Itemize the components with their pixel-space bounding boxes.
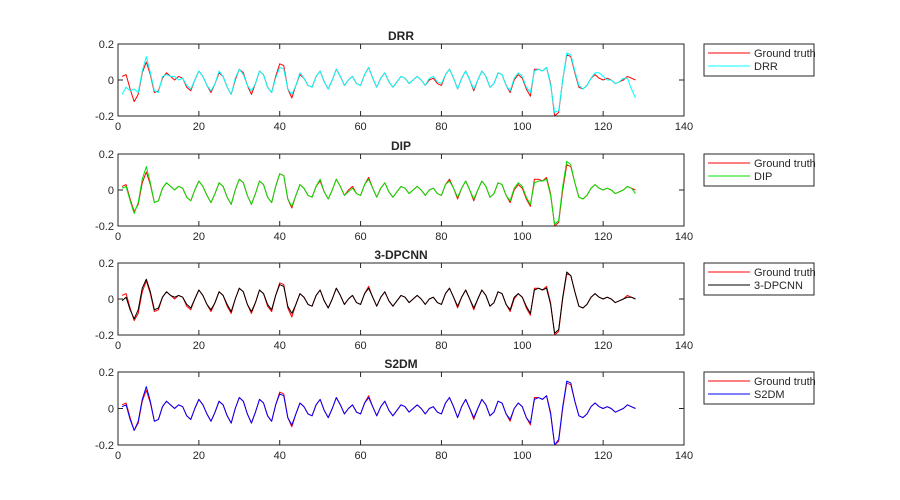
y-tick-label: 0 xyxy=(108,75,114,87)
subplot-title: DRR xyxy=(388,29,414,43)
y-tick-label: 0.2 xyxy=(99,39,114,51)
legend-box xyxy=(703,153,815,187)
series-line-prediction xyxy=(121,380,636,446)
plot-area xyxy=(118,263,684,335)
x-tick-label: 40 xyxy=(274,450,286,462)
plot-area xyxy=(118,44,684,116)
x-tick-label: 40 xyxy=(274,340,286,352)
x-tick-label: 80 xyxy=(435,231,447,243)
x-tick-label: 140 xyxy=(675,121,693,133)
x-tick-label: 60 xyxy=(354,231,366,243)
x-tick-label: 0 xyxy=(115,231,121,243)
series-line-prediction xyxy=(121,160,636,225)
x-tick-label: 120 xyxy=(594,340,612,352)
legend-label: Ground truth xyxy=(754,48,816,60)
x-tick-label: 0 xyxy=(115,450,121,462)
x-tick-label: 100 xyxy=(513,450,531,462)
x-tick-label: 20 xyxy=(193,231,205,243)
plot-area xyxy=(118,372,684,445)
y-tick-label: 0 xyxy=(108,185,114,197)
y-tick-label: -0.2 xyxy=(95,111,114,123)
subplot-3: 3-DPCNN 0 20 40 60 80 100 120 140-0.200.2Ground… xyxy=(95,248,816,352)
x-tick-label: 140 xyxy=(675,450,693,462)
plot-area xyxy=(118,154,684,226)
y-tick-label: 0.2 xyxy=(99,367,114,379)
x-tick-label: 0 xyxy=(115,340,121,352)
legend-label: 3-DPCNN xyxy=(754,280,803,292)
legend-box xyxy=(703,43,815,77)
y-tick-label: 0.2 xyxy=(99,149,114,161)
x-tick-label: 80 xyxy=(435,450,447,462)
x-tick-label: 100 xyxy=(513,231,531,243)
x-tick-label: 120 xyxy=(594,231,612,243)
x-tick-label: 80 xyxy=(435,340,447,352)
series-line-prediction xyxy=(121,52,636,113)
legend-box xyxy=(703,262,815,296)
subplot-title: 3-DPCNN xyxy=(374,248,427,262)
legend-label: Ground truth xyxy=(754,158,816,170)
x-tick-label: 140 xyxy=(675,231,693,243)
y-tick-label: -0.2 xyxy=(95,330,114,342)
x-tick-label: 60 xyxy=(354,121,366,133)
legend-label: Ground truth xyxy=(754,267,816,279)
x-tick-label: 20 xyxy=(193,121,205,133)
y-tick-label: -0.2 xyxy=(95,440,114,452)
legend-box xyxy=(703,371,815,405)
y-tick-label: 0 xyxy=(108,294,114,306)
x-tick-label: 20 xyxy=(193,340,205,352)
x-tick-label: 120 xyxy=(594,121,612,133)
legend-label: DRR xyxy=(754,61,778,73)
x-tick-label: 0 xyxy=(115,121,121,133)
x-tick-label: 120 xyxy=(594,450,612,462)
x-tick-label: 60 xyxy=(354,340,366,352)
x-tick-label: 100 xyxy=(513,340,531,352)
subplot-title: S2DM xyxy=(384,357,417,371)
y-tick-label: -0.2 xyxy=(95,221,114,233)
series-line-prediction xyxy=(121,271,636,334)
x-tick-label: 100 xyxy=(513,121,531,133)
y-tick-label: 0 xyxy=(108,404,114,416)
x-tick-label: 40 xyxy=(274,231,286,243)
legend-label: S2DM xyxy=(754,389,785,401)
x-tick-label: 140 xyxy=(675,340,693,352)
x-tick-label: 80 xyxy=(435,121,447,133)
legend-label: DIP xyxy=(754,171,772,183)
x-tick-label: 40 xyxy=(274,121,286,133)
legend-label: Ground truth xyxy=(754,376,816,388)
x-tick-label: 60 xyxy=(354,450,366,462)
y-tick-label: 0.2 xyxy=(99,258,114,270)
x-tick-label: 20 xyxy=(193,450,205,462)
subplot-title: DIP xyxy=(391,139,411,153)
